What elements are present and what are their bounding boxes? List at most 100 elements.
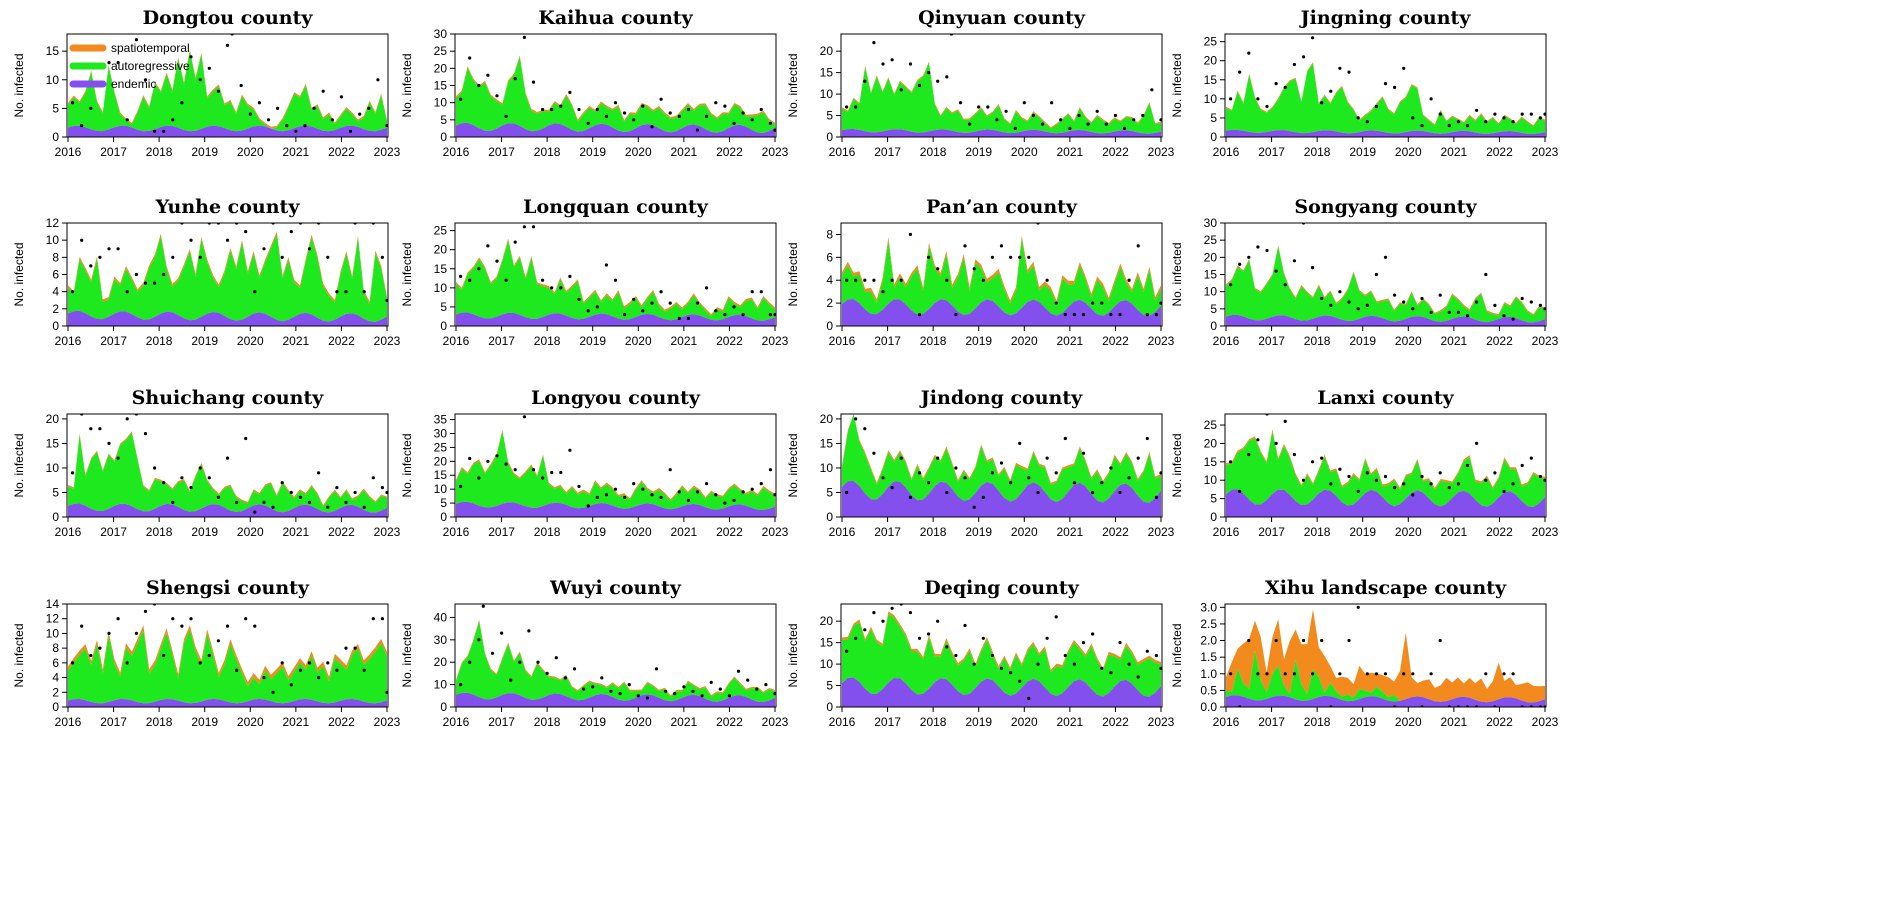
x-tick-label: 2019 <box>965 715 992 729</box>
observed-point <box>732 305 736 309</box>
observed-point <box>1502 314 1506 318</box>
panel-areas <box>456 225 776 326</box>
observed-point <box>116 456 120 460</box>
panel-areas <box>68 414 388 517</box>
y-tick-label: 10 <box>434 96 448 110</box>
observed-point <box>1356 307 1360 311</box>
observed-point <box>700 694 704 698</box>
panel-areas <box>842 414 1162 517</box>
x-tick-label: 2020 <box>237 715 264 729</box>
observed-point <box>235 500 239 504</box>
observed-point <box>531 80 536 84</box>
x-tick-label: 2022 <box>1486 525 1513 539</box>
observed-point <box>723 313 727 317</box>
y-tick-label: 0 <box>440 130 447 144</box>
x-tick-label: 2017 <box>100 715 127 729</box>
observed-point <box>257 101 261 105</box>
observed-point <box>262 247 266 251</box>
observed-point <box>550 470 554 475</box>
observed-point <box>854 636 858 640</box>
observed-point <box>225 456 230 460</box>
y-axis-label: No. infected <box>1170 242 1184 306</box>
observed-point <box>954 653 958 658</box>
observed-point <box>768 121 773 125</box>
observed-point <box>632 482 636 486</box>
y-tick-label: 35 <box>434 413 448 427</box>
y-tick-label: 6 <box>52 656 59 670</box>
observed-point <box>216 639 220 643</box>
observed-point <box>695 301 700 305</box>
x-tick-label: 2018 <box>1304 525 1331 539</box>
y-tick-label: 5 <box>440 496 447 510</box>
observed-point <box>180 101 184 105</box>
observed-point <box>1283 419 1287 423</box>
observed-point <box>705 482 709 486</box>
observed-point <box>659 290 663 294</box>
y-axis-label: No. infected <box>786 433 800 497</box>
observed-point <box>908 62 913 66</box>
x-tick-label: 2022 <box>1102 334 1129 348</box>
observed-point <box>908 232 913 236</box>
observed-point <box>335 668 339 672</box>
panel-title: Songyang county <box>1294 196 1477 218</box>
observed-point <box>1229 97 1233 101</box>
observed-point <box>98 255 102 259</box>
observed-point <box>198 661 202 665</box>
observed-point <box>1136 675 1140 679</box>
observed-point <box>1402 482 1406 486</box>
x-tick-label: 2019 <box>1349 334 1376 348</box>
x-tick-label: 2023 <box>762 145 789 159</box>
observed-point <box>1238 489 1242 493</box>
observed-point <box>1265 672 1269 676</box>
x-tick-label: 2018 <box>146 525 173 539</box>
observed-point <box>89 106 93 110</box>
observed-point <box>1136 244 1140 248</box>
x-tick-label: 2019 <box>191 145 218 159</box>
x-tick-label: 2019 <box>965 334 992 348</box>
x-tick-label: 2016 <box>1213 715 1240 729</box>
observed-point <box>1072 481 1076 485</box>
observed-point <box>1256 672 1260 676</box>
observed-point <box>604 114 609 118</box>
x-tick-label: 2023 <box>762 525 789 539</box>
observed-point <box>1040 122 1045 126</box>
y-tick-label: 10 <box>46 233 60 247</box>
observed-point <box>1283 85 1287 89</box>
observed-point <box>741 490 745 494</box>
y-tick-label: 0 <box>826 510 833 524</box>
observed-point <box>1520 112 1524 116</box>
y-tick-label: 40 <box>434 610 448 624</box>
y-tick-label: 2 <box>52 302 59 316</box>
observed-point <box>1538 474 1542 479</box>
observed-point <box>326 661 330 665</box>
area-autoregressive <box>1226 246 1545 323</box>
observed-point <box>550 107 554 112</box>
x-tick-label: 2016 <box>55 525 82 539</box>
observed-point <box>773 692 776 696</box>
y-tick-label: 20 <box>434 61 448 75</box>
observed-point <box>773 313 776 317</box>
observed-point <box>1091 301 1095 305</box>
observed-point <box>541 476 545 480</box>
area-autoregressive <box>456 57 775 134</box>
x-tick-label: 2020 <box>237 525 264 539</box>
y-tick-label: 30 <box>1204 216 1218 230</box>
observed-point <box>1411 307 1415 311</box>
observed-point <box>1456 120 1460 124</box>
y-tick-label: 0 <box>52 700 59 714</box>
y-tick-label: 0 <box>826 700 833 714</box>
area-autoregressive <box>68 51 387 132</box>
observed-point <box>376 78 380 82</box>
x-tick-label: 2019 <box>191 525 218 539</box>
plot-frame <box>454 603 777 708</box>
observed-point <box>1009 481 1013 485</box>
x-tick-label: 2023 <box>1532 145 1559 159</box>
y-tick-label: 10 <box>1204 473 1218 487</box>
observed-point <box>954 313 958 317</box>
y-tick-label: 5 <box>52 485 59 499</box>
observed-point <box>981 636 985 640</box>
observed-point <box>586 121 590 125</box>
observed-point <box>618 692 622 696</box>
observed-point <box>595 107 599 112</box>
y-axis-label: No. infected <box>12 433 26 497</box>
